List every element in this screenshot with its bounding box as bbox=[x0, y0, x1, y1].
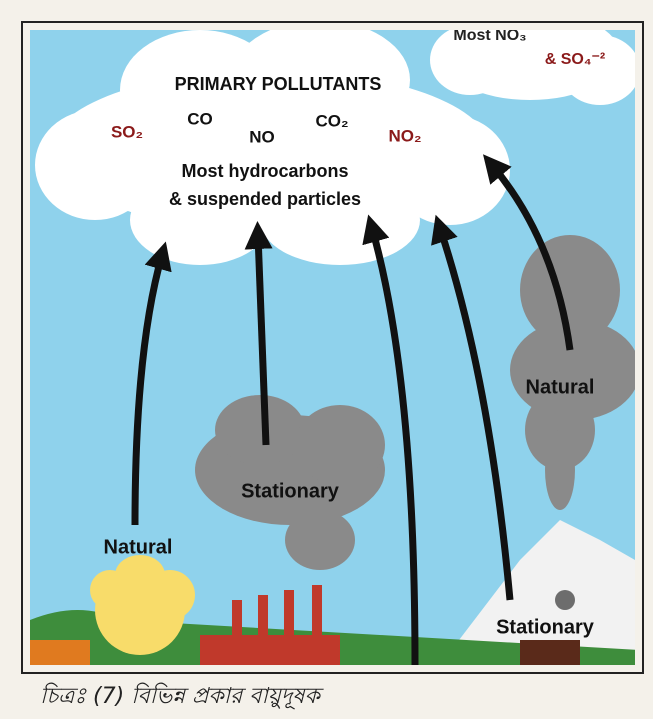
source-label: Natural bbox=[104, 536, 173, 558]
source-label: Stationary bbox=[496, 616, 595, 638]
pollutant: NO bbox=[249, 127, 275, 146]
diagram: Most NO₃ & SO₄⁻² PRIMARY POLLUTANTS SO₂ … bbox=[0, 0, 653, 719]
primary-title: PRIMARY POLLUTANTS bbox=[175, 74, 382, 94]
pollutant: SO₂ bbox=[111, 122, 143, 141]
pollutant: CO bbox=[187, 109, 213, 128]
source-label: Stationary bbox=[241, 480, 340, 502]
secondary-line: & SO₄⁻² bbox=[545, 51, 606, 68]
source-label: Natural bbox=[526, 376, 595, 398]
illustration: Most NO₃ & SO₄⁻² bbox=[30, 10, 640, 665]
pollutant: NO₂ bbox=[388, 126, 421, 145]
primary-line: Most hydrocarbons bbox=[181, 161, 348, 181]
ground-patch bbox=[30, 640, 90, 665]
caption: চিত্রঃ (7) বিভিন্ন প্রকার বায়ুদূষক bbox=[40, 682, 325, 710]
primary-line: & suspended particles bbox=[169, 189, 361, 209]
pollutant: CO₂ bbox=[315, 111, 348, 130]
